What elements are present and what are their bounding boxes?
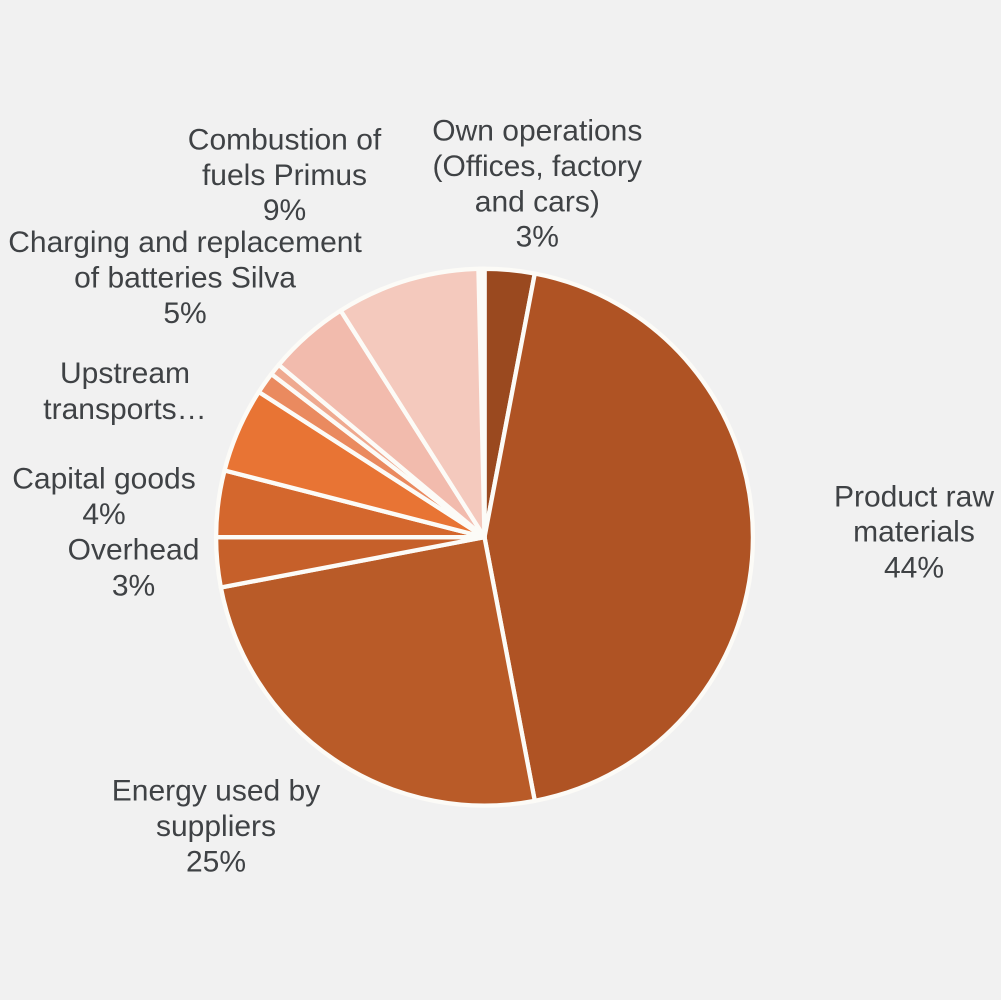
svg-text:fuels Primus: fuels Primus — [202, 159, 367, 192]
svg-text:Energy used by: Energy used by — [112, 774, 320, 807]
svg-text:5%: 5% — [163, 297, 206, 330]
svg-text:Charging and replacement: Charging and replacement — [8, 226, 362, 259]
svg-text:Overhead: Overhead — [68, 534, 200, 567]
svg-text:transports…: transports… — [43, 393, 206, 426]
svg-text:Combustion of: Combustion of — [188, 124, 382, 157]
svg-text:4%: 4% — [82, 498, 125, 531]
svg-text:suppliers: suppliers — [156, 810, 276, 843]
svg-text:of batteries Silva: of batteries Silva — [74, 261, 296, 294]
svg-text:(Offices, factory: (Offices, factory — [433, 150, 643, 183]
svg-text:and cars): and cars) — [475, 186, 600, 219]
svg-text:3%: 3% — [112, 570, 155, 603]
svg-text:3%: 3% — [516, 221, 559, 254]
svg-text:9%: 9% — [263, 194, 306, 227]
svg-text:44%: 44% — [884, 551, 944, 584]
svg-text:Capital goods: Capital goods — [12, 463, 195, 496]
svg-text:Own operations: Own operations — [432, 115, 642, 148]
svg-text:Upstream: Upstream — [60, 357, 190, 390]
svg-text:Product raw: Product raw — [834, 480, 994, 513]
svg-text:25%: 25% — [186, 846, 246, 879]
svg-text:materials: materials — [853, 516, 975, 549]
